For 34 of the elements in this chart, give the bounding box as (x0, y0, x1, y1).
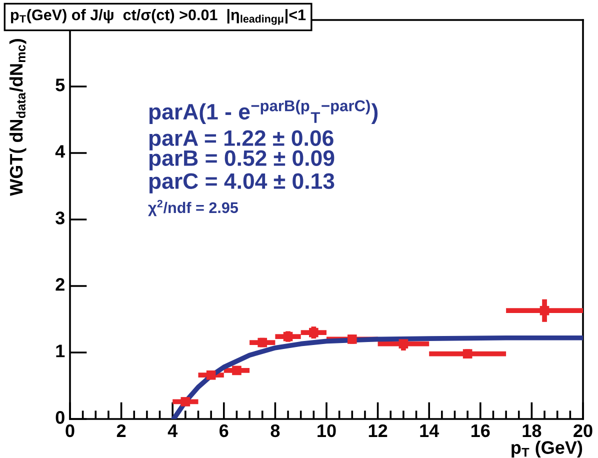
x-tick-label: 6 (220, 424, 228, 438)
x-tick-label: 18 (522, 424, 542, 438)
y-tick-label: 2 (56, 278, 64, 291)
x-axis-title: p$_{T}$ (GeV) (512, 440, 582, 458)
annotation: parA = 1.22 ± 0.06 (149, 130, 334, 150)
line-series (171, 335, 583, 419)
point (180, 397, 190, 406)
y-tick-label: 3 (56, 212, 64, 224)
annotation: χ$^{2}$/ndf = 2.95 (148, 200, 238, 216)
x-tick-label: 20 (574, 424, 592, 438)
y-axis-title: WGT( dN$_{data}$/dN$_{mc}$) (9, 38, 26, 196)
point (347, 334, 357, 344)
annotation: parB = 0.52 ± 0.09 (149, 150, 334, 170)
point (258, 338, 268, 348)
annotation: parC = 4.04 ± 0.13 (149, 173, 334, 194)
x-tick-label: 14 (420, 424, 440, 437)
x-tick-label: 12 (368, 424, 388, 437)
point (206, 370, 216, 380)
y-tick-label: 0 (56, 411, 64, 424)
chart-title: p$_{T}$(GeV) of J/ψ ct/σ(ct) >0.01 |η$_{leadingμ}$|<1 (11, 9, 306, 25)
x-tick-label: 4 (168, 424, 178, 437)
point (398, 339, 408, 349)
x-tick-label: 16 (471, 424, 490, 438)
x-tick-label: 8 (270, 424, 280, 438)
point (462, 349, 472, 358)
x-tick-label: 10 (318, 424, 336, 438)
x-tick-label: 2 (116, 424, 126, 437)
point (283, 332, 293, 342)
x-tick-label: 0 (66, 424, 74, 438)
y-tick-label: 5 (56, 78, 65, 92)
y-tick-label: 4 (55, 145, 66, 158)
y-tick-label: 1 (56, 344, 65, 358)
annotation: parA(1 - e$^{−parB(p}$$_{T}$$^{−parC)}$) (149, 100, 378, 124)
point (540, 306, 550, 316)
